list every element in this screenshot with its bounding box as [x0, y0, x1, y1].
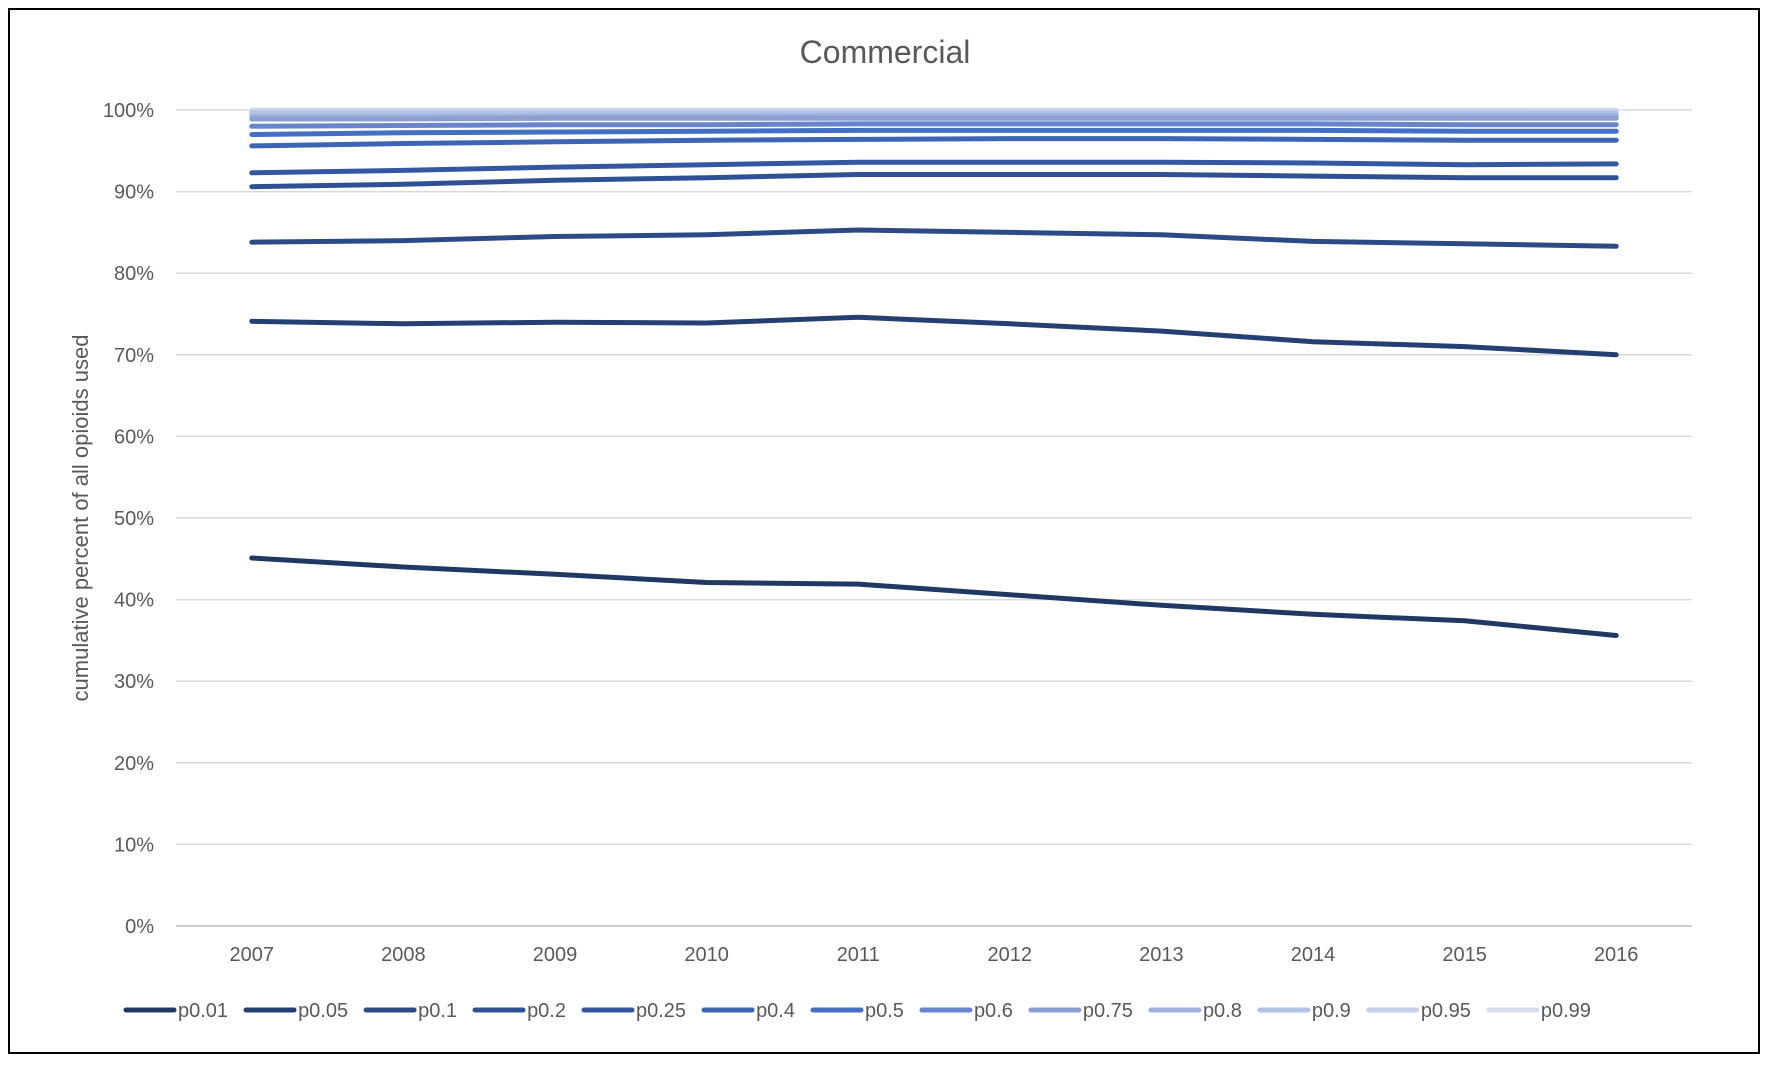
x-tick-label: 2015 [1442, 944, 1487, 966]
legend: p0.01 p0.05 p0.1 p0.2 p0.25 p0.4 p0.5 p0.6 p0.75… [123, 1000, 1591, 1022]
y-tick-label: 70% [114, 345, 154, 367]
legend-item-p0.05: p0.05 [243, 1000, 348, 1022]
legend-label: p0.4 [756, 1000, 795, 1022]
series-line-p0.05 [249, 314, 1619, 358]
y-tick-label: 40% [114, 590, 154, 612]
x-tick-label: 2007 [230, 944, 275, 966]
legend-item-p0.01: p0.01 [123, 1000, 228, 1022]
legend-item-p0.95: p0.95 [1366, 1000, 1471, 1022]
series-line-p0.2 [249, 172, 1619, 190]
y-tick-label: 100% [103, 100, 154, 122]
legend-item-p0.4: p0.4 [701, 1000, 795, 1022]
legend-item-p0.2: p0.2 [472, 1000, 566, 1022]
legend-label: p0.95 [1421, 1000, 1471, 1022]
legend-item-p0.75: p0.75 [1028, 1000, 1133, 1022]
y-tick-label: 10% [114, 834, 154, 856]
legend-item-p0.6: p0.6 [919, 1000, 1013, 1022]
x-tick-label: 2009 [533, 944, 578, 966]
x-axis-ticks: 2007 2008 2009 2010 2011 2012 2013 2014 2015 2016 [230, 944, 1639, 966]
y-tick-label: 20% [114, 753, 154, 775]
legend-label: p0.05 [298, 1000, 348, 1022]
series-lines [249, 107, 1619, 638]
series-line-p0.01 [249, 555, 1619, 638]
chart-title: Commercial [800, 34, 971, 70]
y-axis-title: cumulative percent of all opioids used [68, 335, 93, 702]
x-tick-label: 2012 [988, 944, 1033, 966]
y-tick-label: 90% [114, 182, 154, 204]
chart-frame: Commercial cumulative percent of all opi… [8, 8, 1760, 1054]
series-line-p0.4 [249, 136, 1619, 149]
series-line-p0.1 [249, 227, 1619, 249]
x-tick-label: 2008 [381, 944, 426, 966]
series-line-p0.5 [249, 127, 1619, 137]
legend-item-p0.25: p0.25 [581, 1000, 686, 1022]
series-line-p0.25 [249, 159, 1619, 176]
legend-label: p0.25 [636, 1000, 686, 1022]
series-line-p0.6 [249, 121, 1619, 129]
legend-item-p0.9: p0.9 [1257, 1000, 1351, 1022]
y-tick-label: 0% [125, 916, 154, 938]
line-chart: Commercial cumulative percent of all opi… [68, 34, 1692, 1022]
legend-item-p0.8: p0.8 [1148, 1000, 1242, 1022]
legend-label: p0.8 [1203, 1000, 1242, 1022]
legend-label: p0.75 [1083, 1000, 1133, 1022]
x-tick-label: 2011 [837, 944, 880, 966]
legend-item-p0.99: p0.99 [1486, 1000, 1591, 1022]
y-tick-label: 80% [114, 263, 154, 285]
x-tick-label: 2016 [1594, 944, 1639, 966]
y-tick-label: 30% [114, 671, 154, 693]
x-tick-label: 2010 [684, 944, 729, 966]
x-tick-label: 2014 [1291, 944, 1336, 966]
legend-item-p0.1: p0.1 [363, 1000, 457, 1022]
x-tick-label: 2013 [1139, 944, 1184, 966]
series-line-p0.75 [249, 115, 1619, 122]
legend-item-p0.5: p0.5 [810, 1000, 904, 1022]
legend-label: p0.2 [527, 1000, 566, 1022]
y-tick-label: 50% [114, 508, 154, 530]
legend-label: p0.99 [1541, 1000, 1591, 1022]
legend-label: p0.1 [418, 1000, 457, 1022]
legend-label: p0.6 [974, 1000, 1013, 1022]
legend-label: p0.9 [1312, 1000, 1351, 1022]
legend-label: p0.01 [178, 1000, 228, 1022]
y-tick-label: 60% [114, 426, 154, 448]
legend-label: p0.5 [865, 1000, 904, 1022]
y-axis-ticks: 0% 10% 20% 30% 40% 50% 60% 70% 80% 90% 100% [103, 100, 154, 938]
